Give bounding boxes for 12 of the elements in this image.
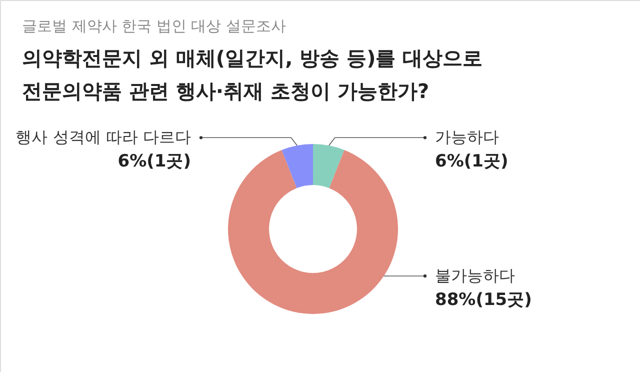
slice-label: 행사 성격에 따라 다르다 (16, 128, 191, 147)
donut-slice (228, 150, 398, 314)
data-label: 88%(15곳) (435, 290, 532, 310)
text: 의약학전문지 외 매체(일간지, 방송 등)를 대상으로 (22, 46, 483, 70)
text: 전문의약품 관련 행사·취재 초청이 가능한가? (22, 79, 430, 103)
data-label: 6%(1곳) (435, 152, 508, 172)
slice-label: 가능하다 (435, 128, 499, 147)
donut-slice (282, 144, 313, 188)
slice-label: 불가능하다 (435, 266, 515, 285)
donut-slice (313, 144, 344, 188)
data-label: 6%(1곳) (118, 152, 191, 172)
chart-subtitle: 글로벌 제약사 한국 법인 대상 설문조사 (22, 17, 286, 35)
